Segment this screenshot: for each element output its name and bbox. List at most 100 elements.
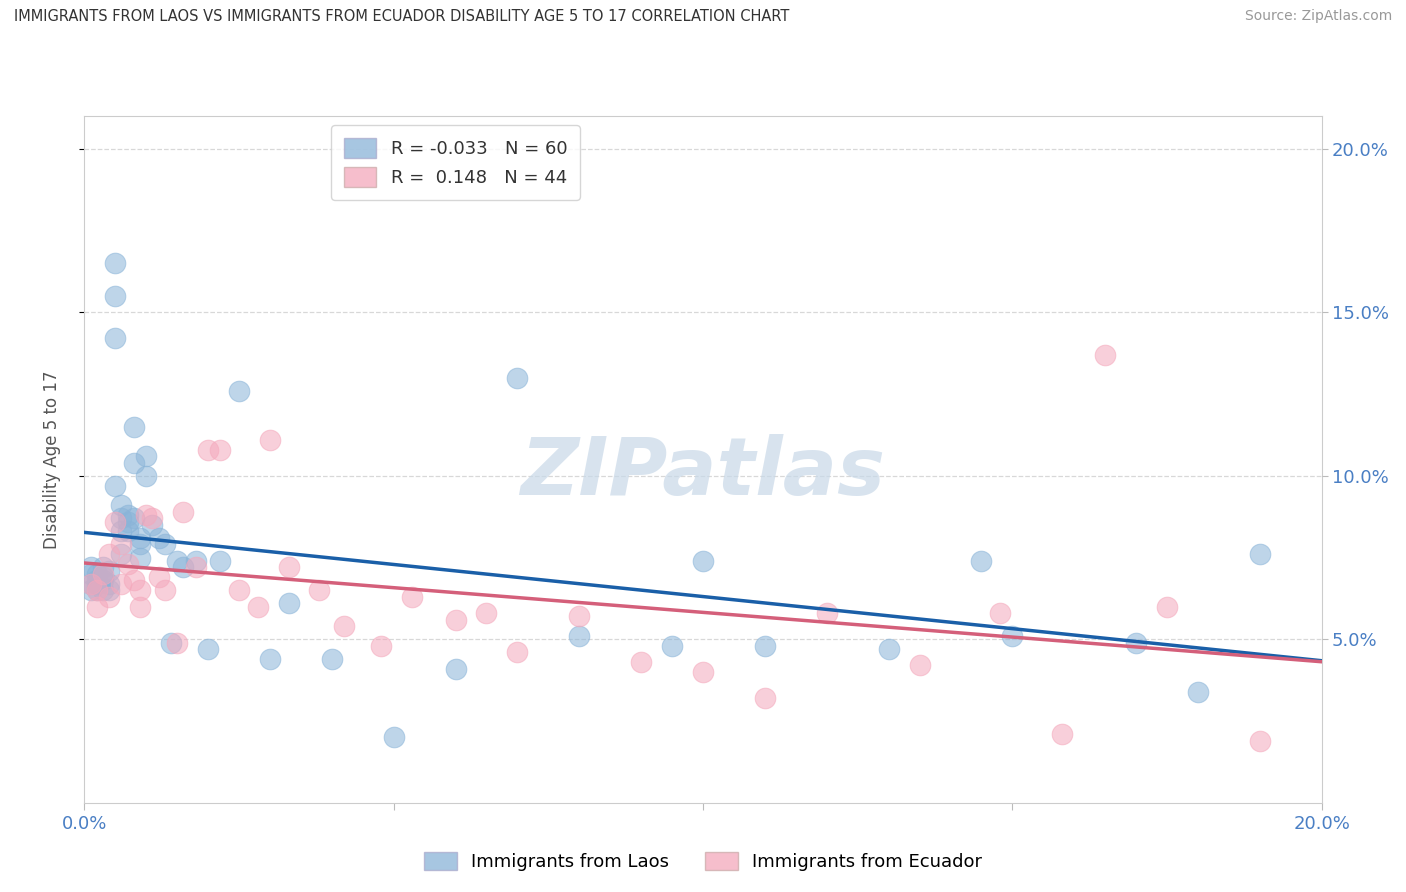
Point (228, 583, 250, 598)
Point (692, 554, 714, 568)
Point (172, 505, 194, 519)
Point (661, 639, 683, 653)
Point (104, 289, 127, 303)
Y-axis label: Disability Age 5 to 17: Disability Age 5 to 17 (42, 370, 60, 549)
Legend: Immigrants from Laos, Immigrants from Ecuador: Immigrants from Laos, Immigrants from Ec… (416, 845, 990, 879)
Point (1249, 733, 1271, 747)
Point (117, 508, 139, 522)
Point (129, 583, 152, 598)
Text: Source: ZipAtlas.com: Source: ZipAtlas.com (1244, 9, 1392, 23)
Point (184, 560, 207, 574)
Point (79, 560, 101, 574)
Point (135, 468, 157, 483)
Point (79, 566, 101, 581)
Point (135, 449, 157, 463)
Point (98, 547, 121, 561)
Point (246, 599, 269, 614)
Point (401, 590, 423, 604)
Point (166, 635, 188, 649)
Point (1001, 629, 1024, 643)
Point (141, 517, 163, 532)
Point (475, 606, 498, 620)
Point (259, 433, 281, 447)
Point (91, 583, 114, 598)
Point (91, 574, 114, 588)
Point (104, 478, 127, 492)
Point (110, 524, 132, 539)
Point (110, 547, 132, 561)
Point (209, 554, 232, 568)
Point (568, 629, 591, 643)
Point (160, 635, 183, 649)
Point (110, 511, 132, 525)
Point (135, 508, 157, 522)
Point (129, 599, 152, 614)
Point (197, 442, 219, 457)
Point (209, 442, 232, 457)
Point (988, 606, 1011, 620)
Legend: R = -0.033   N = 60, R =  0.148   N = 44: R = -0.033 N = 60, R = 0.148 N = 44 (332, 125, 579, 200)
Text: ZIPatlas: ZIPatlas (520, 434, 886, 512)
Point (110, 537, 132, 551)
Point (568, 609, 591, 624)
Point (110, 576, 132, 591)
Point (98, 576, 121, 591)
Point (1249, 547, 1271, 561)
Point (91, 560, 114, 574)
Point (1125, 635, 1147, 649)
Point (104, 515, 127, 529)
Point (129, 531, 152, 545)
Point (1050, 727, 1073, 741)
Point (86, 566, 108, 581)
Point (333, 619, 356, 633)
Point (277, 596, 299, 610)
Point (86, 583, 108, 598)
Point (79, 583, 101, 598)
Point (444, 613, 467, 627)
Point (91, 566, 114, 581)
Point (277, 560, 299, 574)
Point (1187, 684, 1209, 698)
Point (444, 662, 467, 676)
Point (228, 384, 250, 398)
Point (122, 511, 145, 525)
Point (98, 583, 121, 598)
Point (98, 590, 121, 604)
Point (184, 554, 207, 568)
Point (908, 658, 931, 673)
Point (122, 574, 145, 588)
Point (79, 576, 101, 591)
Point (153, 583, 176, 598)
Point (166, 554, 188, 568)
Point (382, 731, 405, 745)
Point (308, 583, 330, 598)
Point (104, 256, 127, 270)
Point (122, 419, 145, 434)
Point (148, 570, 170, 584)
Point (79, 576, 101, 591)
Point (815, 606, 838, 620)
Point (117, 557, 139, 571)
Point (877, 642, 900, 657)
Point (86, 576, 108, 591)
Point (129, 537, 152, 551)
Point (197, 642, 219, 657)
Point (692, 665, 714, 679)
Point (91, 570, 114, 584)
Text: IMMIGRANTS FROM LAOS VS IMMIGRANTS FROM ECUADOR DISABILITY AGE 5 TO 17 CORRELATI: IMMIGRANTS FROM LAOS VS IMMIGRANTS FROM … (14, 9, 789, 24)
Point (970, 554, 993, 568)
Point (1156, 599, 1178, 614)
Point (141, 511, 163, 525)
Point (172, 560, 194, 574)
Point (754, 691, 776, 706)
Point (104, 331, 127, 345)
Point (110, 498, 132, 512)
Point (754, 639, 776, 653)
Point (117, 515, 139, 529)
Point (630, 655, 652, 669)
Point (117, 524, 139, 539)
Point (98, 564, 121, 578)
Point (506, 370, 529, 384)
Point (129, 550, 152, 565)
Point (86, 583, 108, 598)
